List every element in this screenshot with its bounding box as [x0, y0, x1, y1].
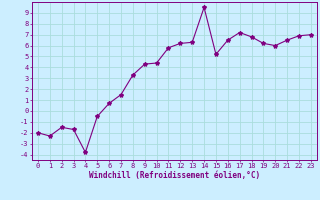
X-axis label: Windchill (Refroidissement éolien,°C): Windchill (Refroidissement éolien,°C) [89, 171, 260, 180]
